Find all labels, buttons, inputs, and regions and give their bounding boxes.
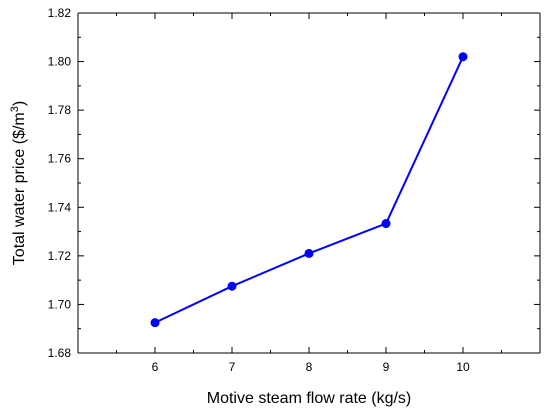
y-tick-label: 1.78 [48, 103, 72, 117]
y-tick-label: 1.76 [48, 152, 72, 166]
y-tick-label: 1.68 [48, 346, 72, 360]
x-tick-label: 6 [152, 360, 159, 374]
tick-labels: 6 7 8 9 10 1.68 1.70 1.72 1.74 1.76 1.78 1.80 1.82 [48, 6, 470, 374]
y-tick-label: 1.74 [48, 200, 72, 214]
y-axis-label-end: ) [11, 101, 28, 106]
x-axis-label: Motive steam flow rate (kg/s) [207, 390, 412, 407]
y-tick-label: 1.80 [48, 55, 72, 69]
data-point [458, 52, 468, 62]
x-tick-label: 8 [306, 360, 313, 374]
y-axis-label-sup: 3 [9, 106, 21, 112]
plot-frame [77, 12, 541, 354]
y-tick-label: 1.82 [48, 6, 72, 20]
x-tick-label: 10 [456, 360, 470, 374]
data-point [381, 219, 391, 229]
series-group [150, 52, 468, 328]
series-line [154, 56, 464, 324]
data-point [304, 248, 314, 258]
y-axis-label: Total water price ($/m3) [9, 101, 28, 265]
x-tick-label: 7 [229, 360, 236, 374]
ticks [77, 12, 541, 354]
y-tick-label: 1.72 [48, 249, 72, 263]
y-tick-label: 1.70 [48, 297, 72, 311]
data-point [227, 281, 237, 291]
data-point [150, 318, 160, 328]
y-axis-label-main: Total water price ($/m [11, 112, 28, 265]
x-tick-label: 9 [383, 360, 390, 374]
